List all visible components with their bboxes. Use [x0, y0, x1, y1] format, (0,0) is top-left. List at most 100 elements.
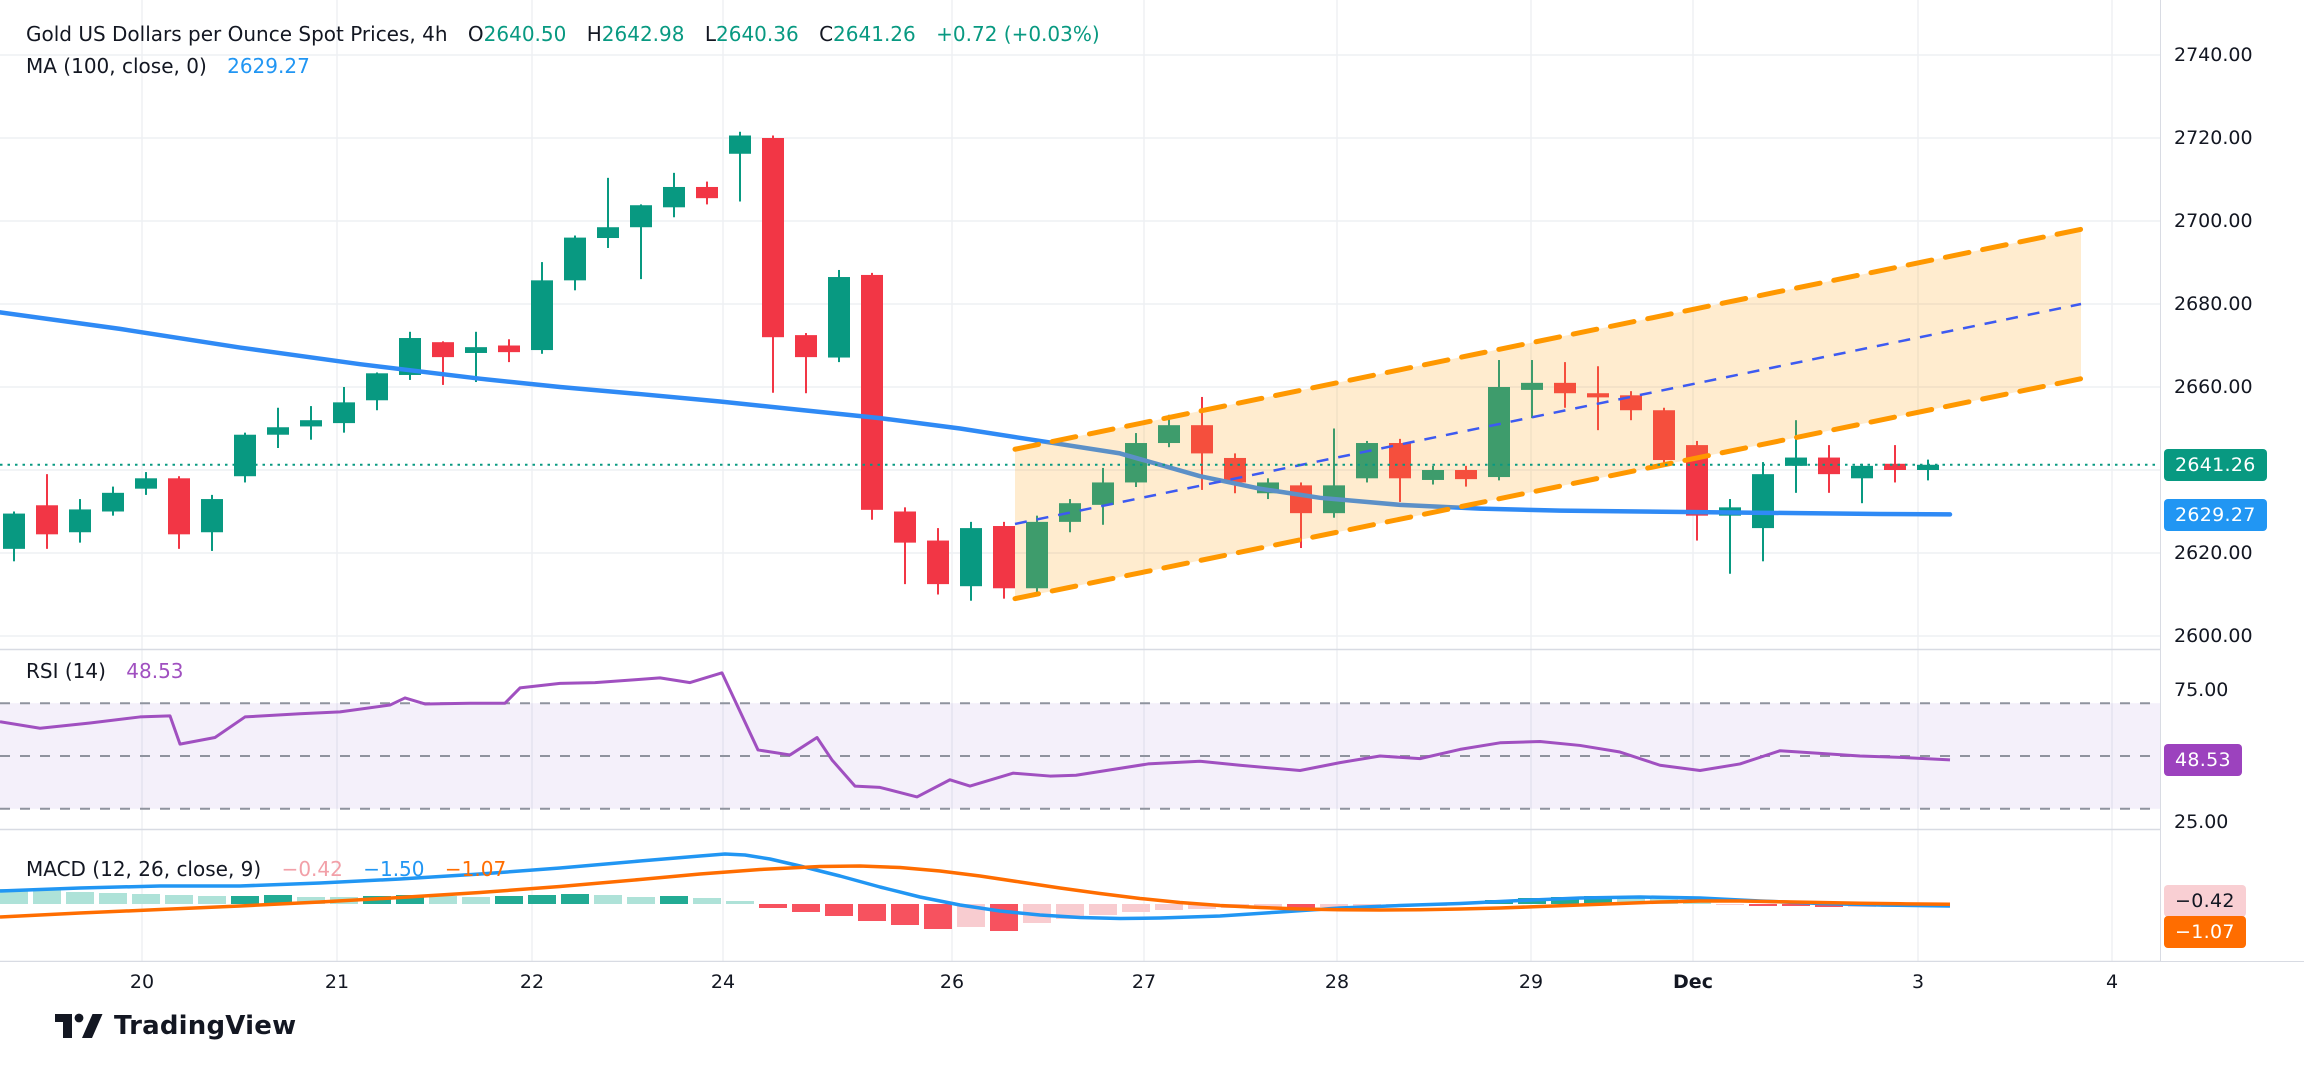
rsi-line[interactable] — [0, 671, 1951, 799]
ohlc-low-label: L — [704, 22, 716, 46]
candle-body — [498, 345, 520, 353]
macd-histogram-bar — [1287, 904, 1315, 908]
candle-body — [333, 402, 355, 424]
candle-body — [465, 347, 487, 353]
candle-body — [1455, 470, 1477, 480]
macd-histogram-bar — [165, 895, 193, 904]
time-axis-label: 22 — [519, 971, 545, 993]
candle — [531, 262, 553, 354]
macd-histogram-bar — [1155, 904, 1183, 910]
axis-price-label: 25.00 — [2174, 811, 2229, 833]
macd-histogram-bar — [528, 895, 556, 904]
macd-histogram-bar — [33, 890, 61, 904]
candle — [1389, 438, 1411, 502]
macd-histogram-bar — [1353, 904, 1381, 906]
macd-histogram-bar — [726, 901, 754, 904]
candle-body — [1686, 445, 1708, 516]
candle-body — [1818, 457, 1840, 475]
macd-line-value: −1.50 — [363, 857, 425, 881]
candle-body — [663, 186, 685, 208]
macd-signal-value: −1.07 — [444, 857, 507, 881]
candle-body — [1191, 425, 1213, 454]
macd-histogram-bar — [1551, 897, 1579, 904]
candle-body — [696, 186, 718, 199]
ma-label: MA (100, close, 0) — [26, 54, 207, 78]
macd-histogram-bar — [825, 904, 853, 916]
time-axis-label: 3 — [1911, 971, 1925, 993]
macd-histogram-bar — [1749, 904, 1777, 906]
tradingview-logo — [55, 1013, 103, 1038]
rsi-pane[interactable] — [0, 671, 2160, 810]
last-price-badge: 2641.26 — [2164, 449, 2267, 481]
macd-signal-badge: −1.07 — [2164, 916, 2246, 948]
candle-body — [300, 420, 322, 427]
candle — [696, 181, 718, 205]
macd-histogram-bar — [1782, 904, 1810, 906]
candle-body — [1026, 521, 1048, 589]
tradingview-attribution[interactable]: TradingView — [54, 1006, 296, 1046]
macd-histogram-bar — [462, 897, 490, 904]
candle-body — [1158, 425, 1180, 444]
macd-histogram-bar — [297, 897, 325, 904]
macd-histogram-bar — [1584, 896, 1612, 904]
candle — [630, 204, 652, 280]
candle — [894, 507, 916, 585]
candle-body — [366, 373, 388, 401]
candle — [828, 269, 850, 363]
macd-histogram-bar — [132, 894, 160, 904]
ma-value-badge: 2629.27 — [2164, 499, 2267, 531]
trend-channel[interactable] — [1012, 226, 2084, 602]
candle — [1554, 362, 1576, 408]
symbol-legend-row[interactable]: Gold US Dollars per Ounce Spot Prices, 4… — [26, 22, 1100, 46]
macd-histogram-bar — [1320, 904, 1348, 907]
macd-histogram-bar — [495, 896, 523, 904]
candle-body — [1488, 387, 1510, 478]
candle-body — [894, 511, 916, 543]
rsi-value-badge: 48.53 — [2164, 744, 2242, 776]
candle-body — [795, 335, 817, 358]
change-value: +0.72 (+0.03%) — [936, 22, 1100, 46]
macd-legend-row[interactable]: MACD (12, 26, close, 9) −0.42 −1.50 −1.0… — [26, 857, 506, 881]
ohlc-open-label: O — [467, 22, 484, 46]
macd-histogram-bar — [1254, 904, 1282, 907]
candle-body — [1653, 410, 1675, 461]
candle — [432, 341, 454, 385]
candle — [168, 476, 190, 549]
candle — [201, 494, 223, 551]
time-axis-label: 28 — [1324, 971, 1350, 993]
price-scale[interactable]: 2740.00 2720.00 2700.00 2680.00 2660.00 2620.… — [2160, 0, 2304, 961]
candle-body — [762, 138, 784, 338]
axis-price-label: 2680.00 — [2174, 293, 2253, 315]
candle — [729, 131, 751, 202]
ohlc-close-label: C — [819, 22, 834, 46]
candle — [366, 372, 388, 411]
candle-body — [267, 427, 289, 435]
candle — [1521, 360, 1543, 419]
candle — [135, 472, 157, 495]
time-axis-label: 4 — [2105, 971, 2119, 993]
ohlc-close-value: 2641.26 — [833, 22, 916, 46]
macd-line[interactable] — [0, 852, 1951, 921]
chart-canvas[interactable] — [0, 0, 2160, 961]
candle-body — [1422, 470, 1444, 480]
time-axis-label: 21 — [324, 971, 350, 993]
ma-100-line[interactable] — [0, 310, 1953, 517]
ohlc-open-value: 2640.50 — [483, 22, 567, 46]
macd-signal-line[interactable] — [0, 864, 1951, 919]
candle — [762, 135, 784, 393]
macd-label: MACD (12, 26, close, 9) — [26, 857, 262, 881]
candle-body — [729, 135, 751, 154]
macd-histogram-bar — [957, 904, 985, 927]
candle — [960, 521, 982, 601]
gridlines — [0, 0, 2160, 961]
time-scale[interactable]: 20 21 22 24 26 27 28 29 Dec 3 4 — [0, 961, 2304, 1006]
time-axis-label: 24 — [710, 971, 736, 993]
candle-body — [993, 526, 1015, 589]
candle — [663, 172, 685, 218]
candle-body — [69, 509, 91, 533]
macd-pane[interactable] — [0, 852, 1951, 931]
rsi-legend-row[interactable]: RSI (14) 48.53 — [26, 659, 184, 683]
ma-legend-row[interactable]: MA (100, close, 0) 2629.27 — [26, 54, 310, 78]
macd-histogram-bar — [231, 896, 259, 904]
